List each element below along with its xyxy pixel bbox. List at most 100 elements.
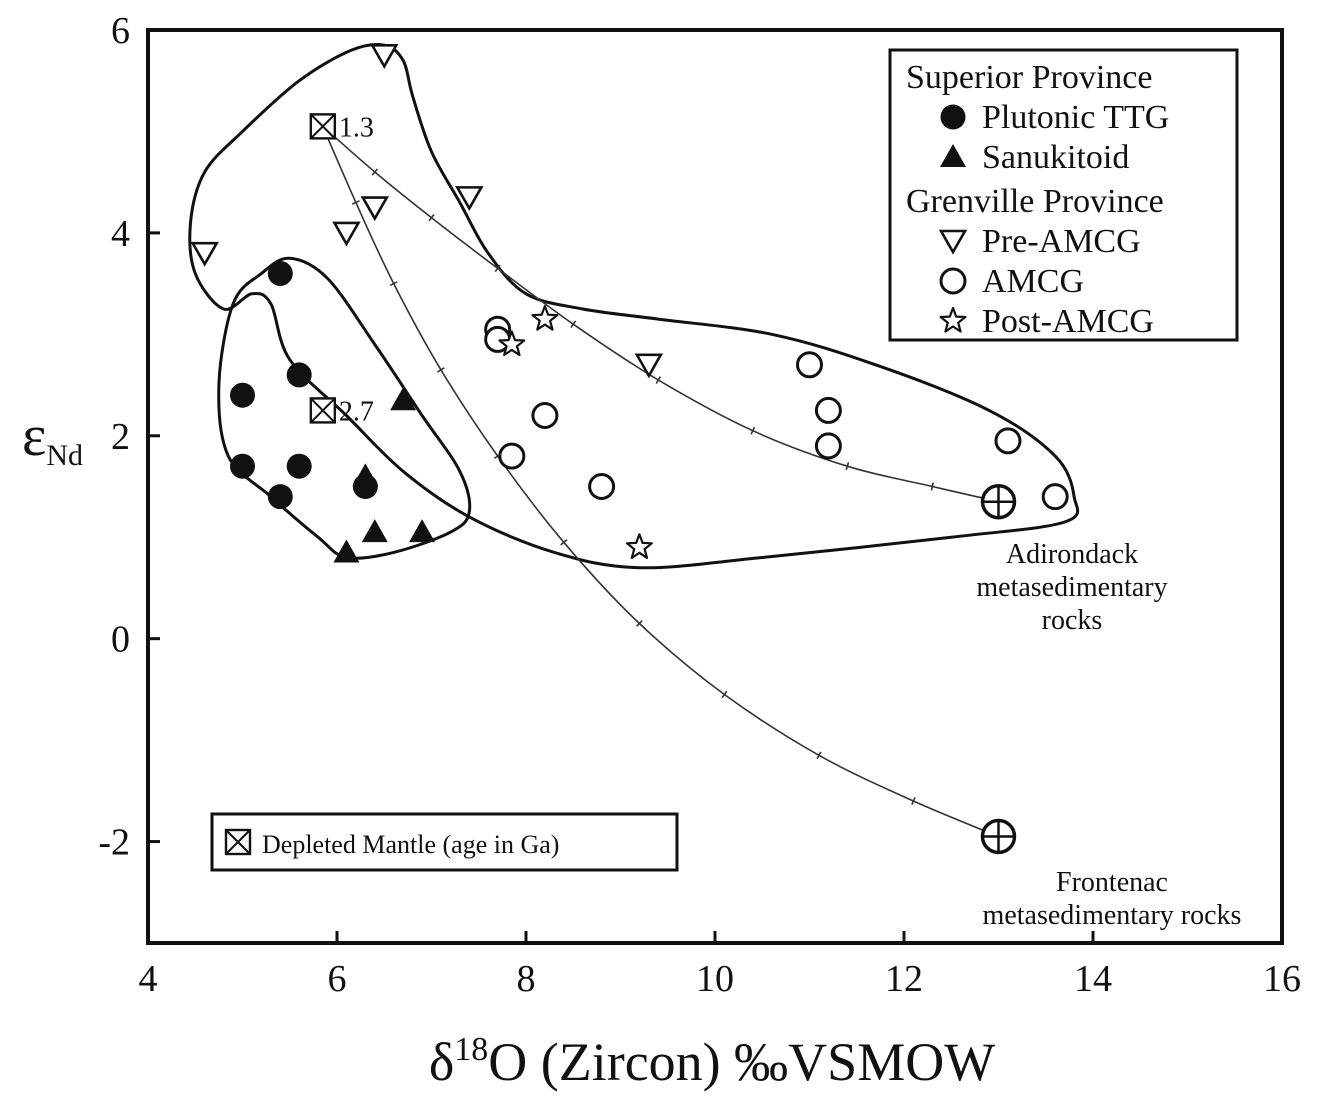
pre-amcg-point (332, 221, 361, 247)
axis-ticks: 4 6 8 10 12 14 16 6 4 2 0 -2 (98, 10, 1301, 1000)
depleted-mantle-layer: 1.3 2.7 (309, 112, 374, 427)
grenville-field (188, 42, 1080, 570)
legend-marker-amcg (939, 267, 967, 295)
mantle-key-box (210, 812, 679, 872)
plutonic-ttg-point (267, 260, 293, 286)
endmember-label: Adirondack (1006, 539, 1138, 570)
endmember-label: rocks (1042, 605, 1103, 636)
sanukitoid-point (333, 539, 360, 563)
post-amcg-point (531, 305, 559, 331)
x-tick-label: 6 (328, 958, 347, 1000)
data-points-layer (190, 44, 1069, 563)
pre-amcg-point (360, 196, 390, 222)
endmember-point (980, 483, 1017, 520)
depleted-mantle-point (309, 113, 337, 140)
depleted-mantle-point (309, 397, 337, 424)
mixing-curve-tick (845, 462, 850, 471)
legend-label: Sanukitoid (982, 139, 1129, 176)
legend-label: Post-AMCG (982, 303, 1154, 340)
pre-amcg-point (370, 44, 399, 69)
plutonic-ttg-point (230, 382, 255, 408)
mixing-curves-layer (322, 125, 999, 838)
x-axis-title: δ18O (Zircon) ‰VSMOW (429, 1031, 995, 1092)
x-axis-title-main: O (Zircon) ‰VSMOW (488, 1032, 995, 1092)
depleted-mantle-age-label: 2.7 (339, 396, 374, 427)
y-axis-title-main: ε (22, 403, 46, 468)
mixing-curve-tick (389, 281, 398, 287)
x-axis-title-prefix: δ (429, 1032, 454, 1092)
plutonic-ttg-point (267, 484, 293, 510)
mixing-curve-tick (351, 200, 360, 205)
legend-label: AMCG (982, 263, 1084, 300)
y-axis-title: εNd (22, 403, 83, 472)
legend: Superior Province Plutonic TTG Sanukitoi… (888, 48, 1239, 342)
y-tick-label: 4 (111, 213, 130, 255)
x-tick-label: 14 (1074, 958, 1112, 1000)
amcg-point (588, 473, 616, 500)
mixing-curve-tick (750, 426, 756, 435)
y-axis-title-sub: Nd (46, 439, 83, 472)
mixing-curve-tick (437, 367, 445, 373)
legend-label: Pre-AMCG (982, 223, 1141, 260)
amcg-point (796, 351, 823, 379)
legend-marker-post-amcg (939, 306, 967, 333)
amcg-point (814, 396, 842, 424)
legend-marker (939, 306, 967, 333)
post-amcg-point (498, 330, 526, 357)
sanukitoid-point (352, 463, 379, 487)
depleted-mantle-age-label: 1.3 (339, 112, 374, 143)
legend-marker (940, 104, 966, 130)
y-tick-label: 2 (111, 416, 130, 458)
legend-marker (938, 229, 968, 255)
post-amcg-point (625, 533, 653, 559)
sanukitoid-point (409, 519, 436, 543)
fields-layer (188, 42, 1080, 570)
mixing-curve-tick (721, 690, 728, 699)
mantle-key: Depleted Mantle (age in Ga) (210, 812, 679, 872)
legend-group-title: Superior Province (906, 59, 1152, 96)
mixing-curve-tick (428, 214, 435, 222)
legend-marker-sanukitoid (940, 144, 966, 167)
legend-marker (940, 144, 966, 167)
y-tick-label: 6 (111, 10, 130, 52)
mixing-curve-tick (570, 320, 577, 328)
legend-label: Plutonic TTG (982, 99, 1169, 136)
mantle-key-label: Depleted Mantle (age in Ga) (262, 830, 559, 859)
x-tick-label: 8 (517, 958, 536, 1000)
plutonic-ttg-point (230, 453, 255, 479)
mixing-curve-tick (636, 619, 643, 627)
amcg-point (1041, 483, 1069, 511)
x-tick-label: 10 (696, 958, 734, 1000)
amcg-point (498, 442, 526, 470)
sanukitoid-point (390, 387, 417, 411)
plutonic-ttg-point (286, 453, 312, 479)
mixing-curve-tick (560, 539, 568, 546)
mixing-curve-tick (930, 482, 935, 491)
legend-group-title: Grenville Province (906, 183, 1164, 220)
x-tick-label: 12 (885, 958, 923, 1000)
mixing-curve-tick (911, 797, 916, 805)
superior-field (217, 256, 472, 560)
depleted-mantle-key-icon (224, 828, 252, 856)
amcg-point (531, 401, 559, 429)
y-tick-label: -2 (98, 822, 130, 864)
mixing-curve (322, 125, 999, 503)
pre-amcg-point (455, 186, 484, 212)
endmember-point (980, 818, 1017, 855)
depleted-mantle-symbol (224, 828, 252, 856)
mixing-curve-tick (655, 376, 662, 384)
amcg-point (994, 427, 1022, 455)
y-tick-label: 0 (111, 619, 130, 661)
sanukitoid-point (361, 519, 388, 543)
x-tick-label: 16 (1263, 958, 1301, 1000)
pre-amcg-point (634, 353, 664, 379)
x-axis-title-sup: 18 (454, 1031, 488, 1068)
endmember-label: metasedimentary rocks (983, 900, 1242, 931)
mixing-curve-tick (494, 264, 501, 273)
legend-marker-plutonic-ttg (940, 104, 966, 130)
endmember-label: metasedimentary (976, 572, 1167, 603)
amcg-point (814, 432, 842, 460)
plutonic-ttg-point (286, 362, 312, 388)
